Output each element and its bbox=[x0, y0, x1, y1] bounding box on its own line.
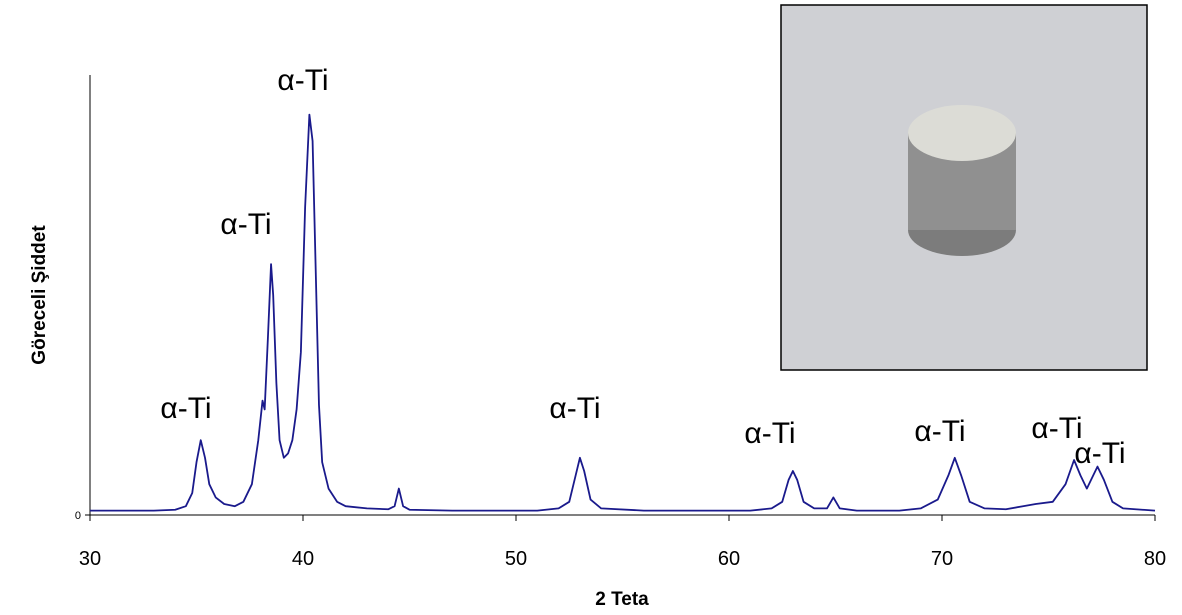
annotation: α-Ti bbox=[1074, 437, 1125, 470]
annotation: α-Ti bbox=[160, 392, 211, 425]
x-axis-label: 2 Teta bbox=[595, 589, 649, 610]
annotation: α-Ti bbox=[277, 64, 328, 97]
annotation: α-Ti bbox=[914, 415, 965, 448]
x-tick-label: 40 bbox=[292, 548, 314, 570]
x-tick-label: 70 bbox=[931, 548, 953, 570]
annotation: α-Ti bbox=[220, 208, 271, 241]
spectrum-line bbox=[90, 113, 1156, 512]
x-tick-label: 80 bbox=[1144, 548, 1166, 570]
x-tick-label: 50 bbox=[505, 548, 527, 570]
x-tick-label: 30 bbox=[79, 548, 101, 570]
sample-cylinder bbox=[908, 105, 1016, 256]
y-axis-label: Göreceli Şiddet bbox=[29, 225, 50, 365]
y-tick-label: 0 bbox=[75, 510, 81, 522]
annotation: α-Ti bbox=[549, 392, 600, 425]
x-tick-label: 60 bbox=[718, 548, 740, 570]
annotation: α-Ti bbox=[1031, 412, 1082, 445]
annotation: α-Ti bbox=[744, 417, 795, 450]
